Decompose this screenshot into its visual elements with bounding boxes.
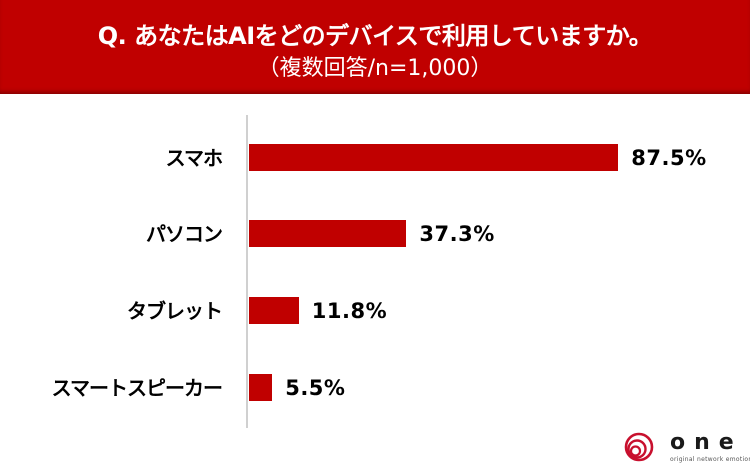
chart-header: Q. あなたはAIをどのデバイスで利用していますか。 （複数回答/n=1,000… — [0, 0, 750, 94]
bar — [249, 220, 407, 247]
value-label: 87.5% — [631, 146, 707, 170]
category-label: スマホ — [165, 146, 223, 170]
chart-subtitle: （複数回答/n=1,000） — [257, 56, 493, 81]
value-label: 11.8% — [311, 299, 388, 323]
bar-row: パソコン 37.3% — [0, 220, 750, 248]
value-label: 37.3% — [419, 222, 495, 246]
bar — [249, 144, 619, 171]
bar — [249, 374, 273, 401]
brand-logo: one original network emotion — [624, 430, 750, 466]
category-label: パソコン — [146, 222, 223, 246]
logo-wordmark: one — [670, 430, 743, 455]
bar — [249, 297, 299, 324]
category-label: スマートスピーカー — [51, 376, 223, 400]
spiral-circle-logo-icon — [624, 432, 654, 462]
value-label: 5.5% — [285, 376, 346, 400]
category-label: タブレット — [127, 299, 223, 323]
bar-row: スマートスピーカー 5.5% — [0, 374, 750, 402]
logo-tagline: original network emotion — [670, 456, 750, 463]
bar-row: スマホ 87.5% — [0, 144, 750, 172]
chart-title: Q. あなたはAIをどのデバイスで利用していますか。 — [97, 22, 653, 50]
category-axis-line — [246, 115, 248, 428]
bar-row: タブレット 11.8% — [0, 297, 750, 325]
